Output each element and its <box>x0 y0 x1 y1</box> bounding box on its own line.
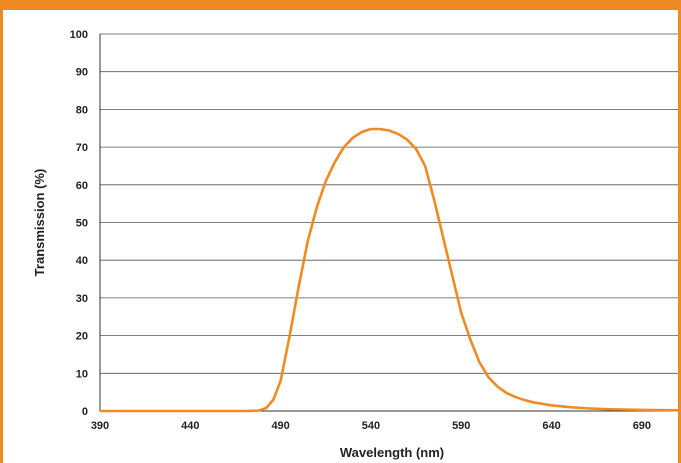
x-tick-labels: 390 440 490 540 590 640 690 <box>91 420 651 432</box>
x-tick-label: 690 <box>633 420 651 432</box>
y-axis-title: Transmission (%) <box>32 169 47 277</box>
x-tick-label: 490 <box>271 420 289 432</box>
x-tick-label: 440 <box>181 420 199 432</box>
x-tick-label: 540 <box>362 420 380 432</box>
y-tick-label: 100 <box>70 29 88 41</box>
y-tick-labels: 0 10 20 30 40 50 60 70 80 90 100 <box>70 29 88 418</box>
y-tick-label: 20 <box>76 331 88 343</box>
y-tick-label: 80 <box>76 104 88 116</box>
x-axis-title: Wavelength (nm) <box>340 445 444 460</box>
y-tick-label: 40 <box>76 255 88 267</box>
transmission-curve <box>100 127 679 413</box>
x-tick-label: 590 <box>452 420 470 432</box>
y-tick-label: 0 <box>82 406 88 418</box>
y-tick-label: 50 <box>76 218 88 230</box>
y-tick-label: 10 <box>76 368 88 380</box>
x-tick-label: 640 <box>542 420 560 432</box>
y-tick-label: 70 <box>76 142 88 154</box>
x-tick-label: 390 <box>91 420 109 432</box>
y-tick-label: 90 <box>76 67 88 79</box>
y-tick-label: 60 <box>76 180 88 192</box>
grid-lines <box>100 33 678 374</box>
y-tick-label: 30 <box>76 293 88 305</box>
